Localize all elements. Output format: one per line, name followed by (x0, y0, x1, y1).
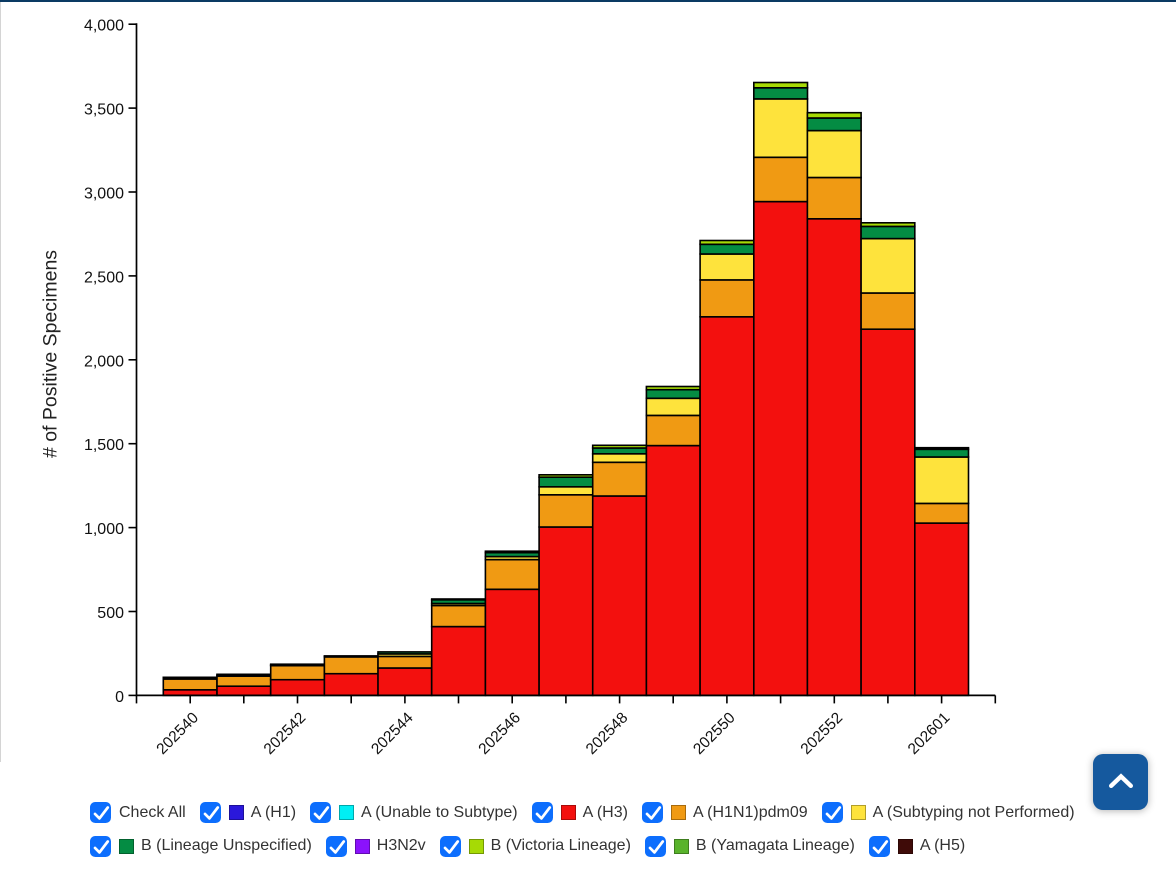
svg-text:# of Positive Specimens: # of Positive Specimens (40, 250, 62, 458)
svg-text:4,000: 4,000 (84, 18, 124, 35)
svg-text:202601: 202601 (905, 709, 954, 758)
svg-text:202550: 202550 (690, 709, 739, 758)
svg-text:1,500: 1,500 (84, 437, 124, 454)
svg-text:0: 0 (115, 689, 124, 706)
svg-text:500: 500 (97, 605, 124, 622)
svg-text:1,000: 1,000 (84, 521, 124, 538)
svg-text:202542: 202542 (261, 709, 310, 758)
svg-text:3,000: 3,000 (84, 186, 124, 203)
svg-text:2,500: 2,500 (84, 269, 124, 286)
svg-text:202540: 202540 (153, 709, 202, 758)
svg-text:202552: 202552 (798, 709, 847, 758)
svg-text:202546: 202546 (475, 709, 524, 758)
svg-text:2,000: 2,000 (84, 353, 124, 370)
svg-text:202544: 202544 (368, 709, 417, 758)
svg-text:3,500: 3,500 (84, 102, 124, 119)
svg-text:202548: 202548 (583, 709, 632, 758)
